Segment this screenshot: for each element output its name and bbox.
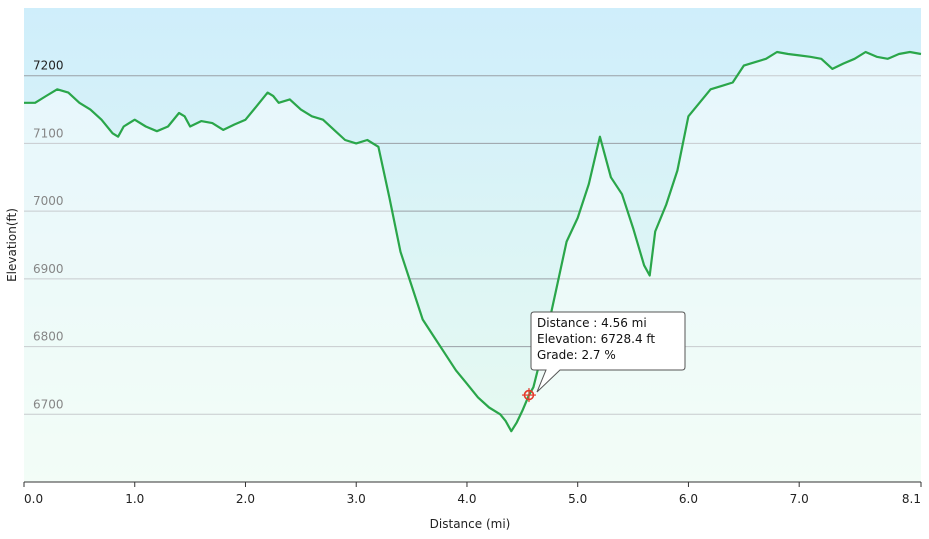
tooltip-box [530, 311, 686, 393]
tooltip-elevation: Elevation: 6728.4 ft [537, 332, 655, 346]
hover-marker[interactable] [521, 388, 536, 403]
x-tick-label: 6.0 [679, 492, 698, 506]
elevation-area-fill [24, 52, 921, 482]
x-tick-labels: 0.0 1.0 2.0 3.0 4.0 5.0 6.0 7.0 8.1 [23, 482, 922, 506]
y-tick-label: 6900 [33, 262, 64, 276]
x-tick-label: 3.0 [347, 492, 366, 506]
tooltip: Distance : 4.56 mi Elevation: 6728.4 ft … [530, 311, 686, 393]
series-line-elevation [24, 50, 922, 433]
y-tick-labels: 6700 6800 6900 7000 7100 7200 [33, 59, 64, 412]
y-tick-label: 6800 [33, 330, 64, 344]
x-tick-label: 2.0 [236, 492, 255, 506]
x-tick-label: 4.0 [457, 492, 476, 506]
y-axis-title: Elevation(ft) [5, 208, 19, 282]
x-tick-label: 0.0 [24, 492, 43, 506]
plot-background [24, 8, 921, 482]
y-tick-label: 7000 [33, 194, 64, 208]
y-tick-label: 7100 [33, 126, 64, 140]
x-tick-label: 7.0 [790, 492, 809, 506]
grid-lines [24, 75, 921, 415]
tooltip-distance: Distance : 4.56 mi [537, 316, 647, 330]
x-tick-label: 5.0 [568, 492, 587, 506]
x-tick-label: 8.1 [902, 492, 921, 506]
tooltip-grade: Grade: 2.7 % [537, 348, 616, 362]
y-tick-label: 6700 [33, 397, 64, 411]
x-axis-title: Distance (mi) [430, 517, 511, 531]
y-tick-label: 7200 [33, 59, 64, 73]
x-tick-label: 1.0 [125, 492, 144, 506]
